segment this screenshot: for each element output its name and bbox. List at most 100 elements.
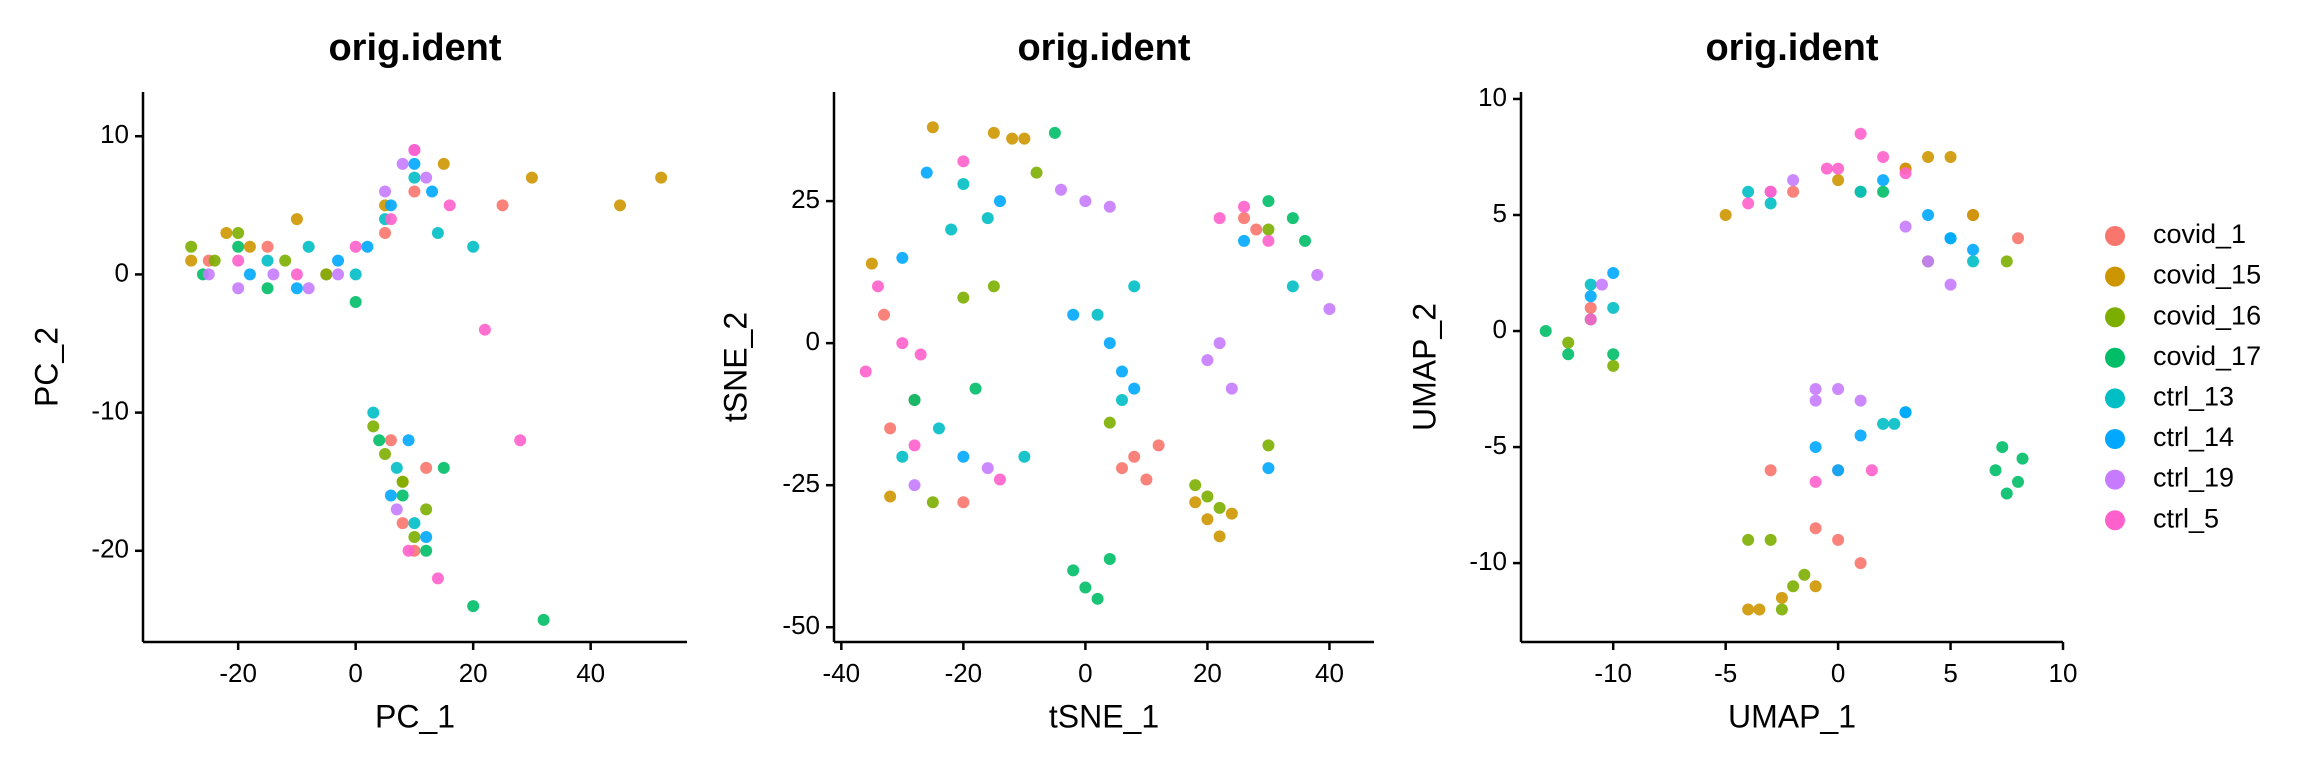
point xyxy=(1742,603,1755,616)
point xyxy=(1809,383,1822,396)
point xyxy=(1832,464,1845,477)
point xyxy=(896,251,909,264)
point xyxy=(957,496,970,509)
point xyxy=(261,240,274,253)
point xyxy=(379,448,392,461)
point xyxy=(1262,234,1275,247)
point xyxy=(185,254,198,267)
point xyxy=(1944,150,1957,163)
point xyxy=(1944,278,1957,291)
point xyxy=(1854,127,1867,140)
point xyxy=(1820,162,1833,175)
point xyxy=(390,503,403,516)
point xyxy=(2012,232,2025,245)
y-tick-label: -25 xyxy=(782,468,820,498)
legend-label: covid_1 xyxy=(2153,219,2246,249)
point xyxy=(349,296,362,309)
legend-marker xyxy=(2105,266,2125,287)
point xyxy=(1213,501,1226,514)
point xyxy=(367,406,380,419)
y-tick-label: 0 xyxy=(806,326,820,356)
point xyxy=(1584,278,1597,291)
point xyxy=(332,268,345,281)
point xyxy=(408,185,421,198)
point xyxy=(1262,223,1275,236)
x-tick-label: 10 xyxy=(2049,658,2078,688)
point xyxy=(1764,185,1777,198)
point xyxy=(914,348,927,361)
point xyxy=(1967,208,1980,221)
point xyxy=(384,199,397,212)
legend-marker xyxy=(2105,388,2125,409)
point xyxy=(232,282,245,295)
point xyxy=(290,282,303,295)
point xyxy=(1030,166,1043,179)
y-tick-label: -20 xyxy=(91,534,129,564)
point xyxy=(957,450,970,463)
point xyxy=(384,213,397,226)
point xyxy=(655,171,668,184)
point xyxy=(896,450,909,463)
legend-marker xyxy=(2105,307,2125,328)
legend-label: ctrl_14 xyxy=(2153,422,2234,452)
point xyxy=(426,185,439,198)
point xyxy=(945,223,958,236)
point xyxy=(243,268,256,281)
point xyxy=(402,434,415,447)
point xyxy=(443,199,456,212)
point xyxy=(1018,450,1031,463)
point xyxy=(1832,383,1845,396)
point xyxy=(1213,212,1226,225)
x-axis-label: UMAP_1 xyxy=(1728,698,1856,734)
y-tick-label: -50 xyxy=(782,610,820,640)
point xyxy=(896,337,909,350)
point xyxy=(373,434,386,447)
point xyxy=(926,121,939,134)
point xyxy=(408,530,421,543)
x-tick-label: 20 xyxy=(1193,658,1222,688)
y-tick-label: -10 xyxy=(1469,546,1507,576)
y-tick-label: -5 xyxy=(1484,430,1507,460)
legend-label: ctrl_19 xyxy=(2153,463,2234,493)
point xyxy=(408,144,421,157)
point xyxy=(420,530,433,543)
point xyxy=(1607,267,1620,280)
point xyxy=(361,240,374,253)
y-tick-label: 10 xyxy=(1478,82,1507,112)
point xyxy=(614,199,627,212)
x-tick-label: 40 xyxy=(576,658,605,688)
point xyxy=(302,282,315,295)
point xyxy=(302,240,315,253)
point xyxy=(1996,441,2009,454)
point xyxy=(908,479,921,492)
point xyxy=(1809,441,1822,454)
point xyxy=(1079,581,1092,594)
point xyxy=(1719,208,1732,221)
point xyxy=(396,475,409,488)
point xyxy=(431,226,444,239)
point xyxy=(1922,208,1935,221)
point xyxy=(1103,416,1116,429)
point xyxy=(525,171,538,184)
point xyxy=(1787,174,1800,187)
point xyxy=(1899,220,1912,233)
legend-label: ctrl_13 xyxy=(2153,382,2234,412)
point xyxy=(1323,303,1336,316)
point xyxy=(1742,185,1755,198)
x-tick-label: -20 xyxy=(219,658,257,688)
point xyxy=(1865,464,1878,477)
point xyxy=(208,254,221,267)
point xyxy=(396,157,409,170)
legend-label: covid_16 xyxy=(2153,300,2261,330)
point xyxy=(1607,359,1620,372)
point xyxy=(267,268,280,281)
point xyxy=(871,280,884,293)
x-axis-label: tSNE_1 xyxy=(1049,698,1159,734)
legend-marker xyxy=(2105,226,2125,246)
point xyxy=(1201,513,1214,526)
x-tick-label: 0 xyxy=(348,658,362,688)
point xyxy=(1238,200,1251,213)
x-tick-label: 0 xyxy=(1831,658,1845,688)
point xyxy=(1798,568,1811,581)
chart-title: orig.ident xyxy=(328,27,501,69)
